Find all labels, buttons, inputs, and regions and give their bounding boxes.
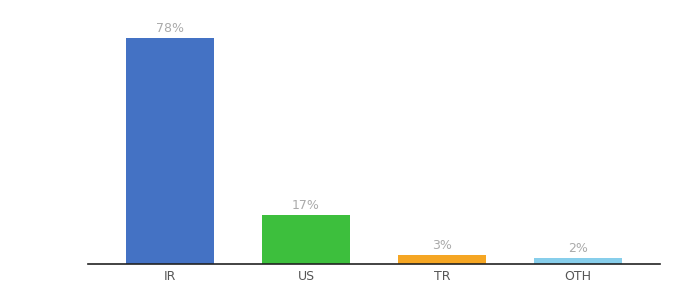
Bar [262,215,350,264]
Bar [534,258,622,264]
Text: 78%: 78% [156,22,184,35]
Text: 3%: 3% [432,239,452,252]
Text: 17%: 17% [292,199,320,212]
Bar [398,255,486,264]
Text: 2%: 2% [568,242,588,255]
Bar [126,38,214,264]
